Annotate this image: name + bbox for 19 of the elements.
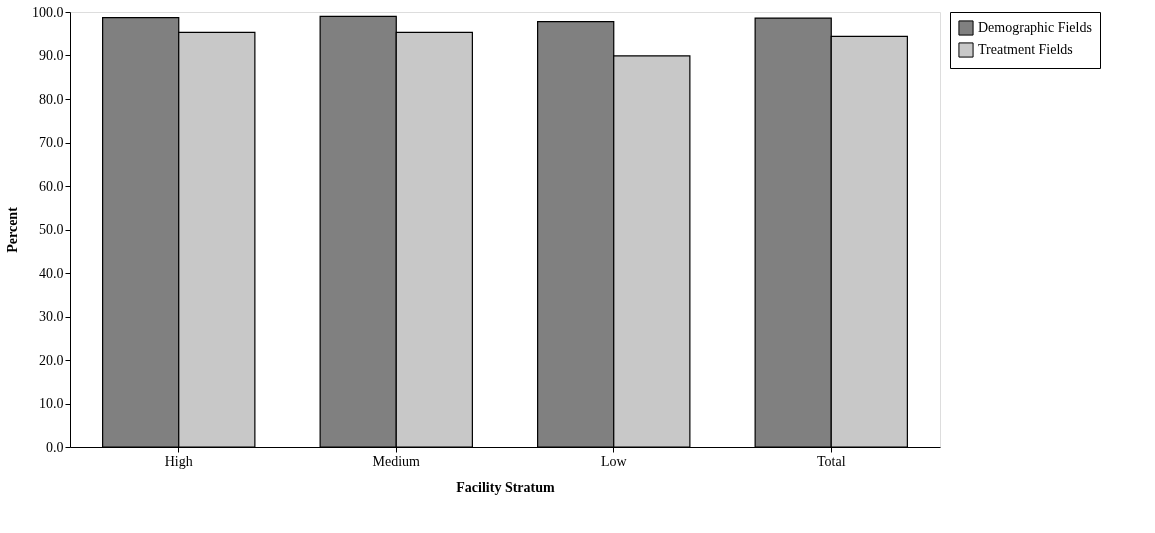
y-tick-label: 50.0	[39, 222, 64, 237]
y-tick-label: 30.0	[39, 309, 64, 324]
legend-label: Treatment Fields	[978, 42, 1073, 57]
y-tick-label: 10.0	[39, 396, 64, 411]
y-tick-label: 40.0	[39, 265, 64, 281]
y-tick-label: 20.0	[39, 352, 64, 368]
y-tick-label: 80.0	[39, 91, 64, 107]
y-tick-label: 100.0	[32, 4, 64, 20]
y-tick-label: 70.0	[39, 135, 64, 150]
x-axis-title: Facility Stratum	[456, 479, 556, 495]
y-axis-title: Percent	[5, 206, 20, 253]
y-tick-label: 0.0	[46, 439, 64, 455]
legend-label: Demographic Fields	[978, 20, 1092, 35]
x-tick-label: Total	[816, 453, 846, 469]
x-tick-label: Low	[600, 453, 628, 469]
x-tick-label: High	[164, 453, 193, 469]
y-tick-label: 60.0	[39, 178, 64, 194]
y-tick-label: 90.0	[39, 48, 64, 63]
x-tick-label: Medium	[372, 453, 421, 469]
